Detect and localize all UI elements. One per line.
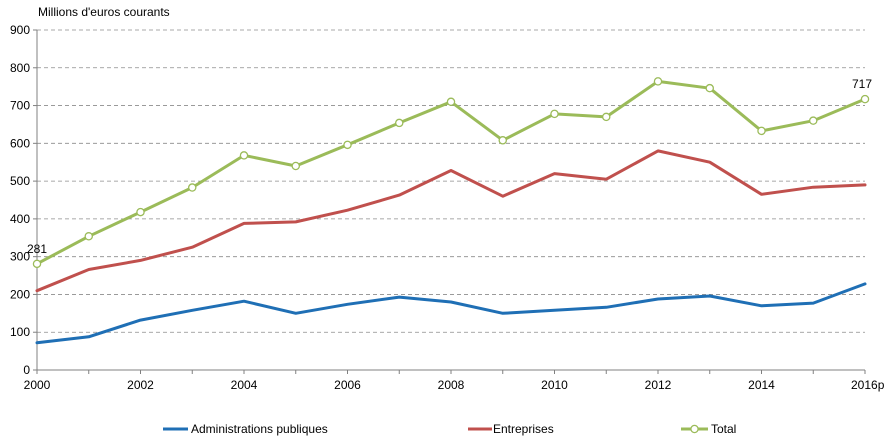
x-tick-label: 2014 <box>748 378 775 392</box>
x-tick-label: 2010 <box>541 378 568 392</box>
legend-item: Administrations publiques <box>163 422 328 436</box>
data-point <box>187 183 197 192</box>
y-tick-label: 100 <box>10 325 30 339</box>
x-tick-label: 2016p <box>851 378 885 392</box>
y-tick-label: 200 <box>10 287 30 301</box>
data-point <box>860 94 870 104</box>
data-point <box>32 259 42 269</box>
legend-marker <box>690 424 699 434</box>
data-label: 281 <box>27 242 47 256</box>
data-point <box>239 151 249 160</box>
series-line-2 <box>35 79 867 266</box>
data-point <box>343 140 352 150</box>
x-tick-label: 2012 <box>645 378 672 392</box>
legend-item: Entreprises <box>468 422 554 436</box>
legend-item: Total <box>681 422 736 436</box>
x-tick-label: 2006 <box>334 378 361 392</box>
legend-label: Administrations publiques <box>191 422 328 436</box>
data-point <box>446 97 456 107</box>
data-point <box>550 109 559 119</box>
x-tick-label: 2004 <box>231 378 258 392</box>
y-tick-label: 0 <box>23 363 30 377</box>
data-point <box>84 232 94 241</box>
data-point <box>757 126 766 136</box>
data-point <box>602 112 611 122</box>
data-point <box>809 116 818 125</box>
x-tick-label: 2008 <box>438 378 465 392</box>
axes: 0 100 200 300 400 500 600 700 800 900 2000 2002 2004… <box>10 23 885 392</box>
series-lines <box>35 79 867 345</box>
series-line-1 <box>35 149 867 293</box>
legend: Administrations publiques Entreprises Tota… <box>163 422 736 436</box>
x-tick-label: 2002 <box>127 378 154 392</box>
y-tick-label: 900 <box>10 23 30 37</box>
y-tick-label: 600 <box>10 136 30 150</box>
data-point <box>136 207 145 217</box>
y-tick-label: 500 <box>10 174 30 188</box>
y-axis-title: Millions d'euros courants <box>38 5 170 19</box>
data-annotations: 281 717 <box>27 77 872 256</box>
legend-label: Entreprises <box>493 422 554 436</box>
series-line-0 <box>35 282 867 345</box>
x-tick-label: 2000 <box>24 378 51 392</box>
y-tick-label: 300 <box>10 250 30 264</box>
legend-label: Total <box>711 422 736 436</box>
data-point <box>705 83 715 93</box>
y-tick-label: 800 <box>10 61 30 75</box>
data-point <box>653 77 663 86</box>
data-point <box>394 118 404 128</box>
data-point <box>291 161 300 171</box>
y-tick-label: 700 <box>10 99 30 113</box>
series-markers <box>32 77 870 269</box>
data-point <box>498 136 507 145</box>
data-label: 717 <box>852 77 872 91</box>
y-tick-label: 400 <box>10 212 30 226</box>
